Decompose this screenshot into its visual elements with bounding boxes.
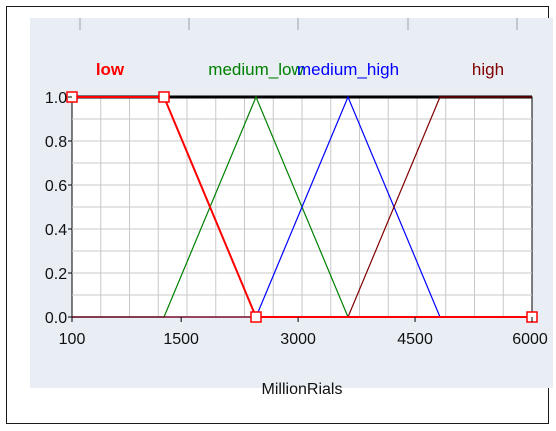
x-tick-label: 1500 [163,331,199,348]
y-tick-label: 0.8 [45,134,67,151]
series-label-high[interactable]: high [472,60,504,79]
series-label-medium-low[interactable]: medium_low [208,60,304,79]
y-tick-label: 0.0 [45,310,67,327]
series-high-line[interactable] [72,96,532,318]
series-label-low[interactable]: low [96,60,125,79]
control-point-handle[interactable] [158,91,170,103]
series-low-line[interactable] [72,96,532,318]
x-tick-label: 4500 [397,331,433,348]
x-tick-label: 100 [59,331,86,348]
y-tick-label: 0.4 [45,222,67,239]
y-tick-label: 0.6 [45,178,67,195]
x-tick-label: 6000 [512,331,548,348]
control-point-handle[interactable] [250,311,262,323]
y-tick-label: 0.2 [45,266,67,283]
y-tick-label: 1.0 [45,90,67,107]
x-tick-label: 3000 [280,331,316,348]
x-axis-title: MillionRials [262,381,343,398]
series-label-medium-high[interactable]: medium_high [297,60,399,79]
